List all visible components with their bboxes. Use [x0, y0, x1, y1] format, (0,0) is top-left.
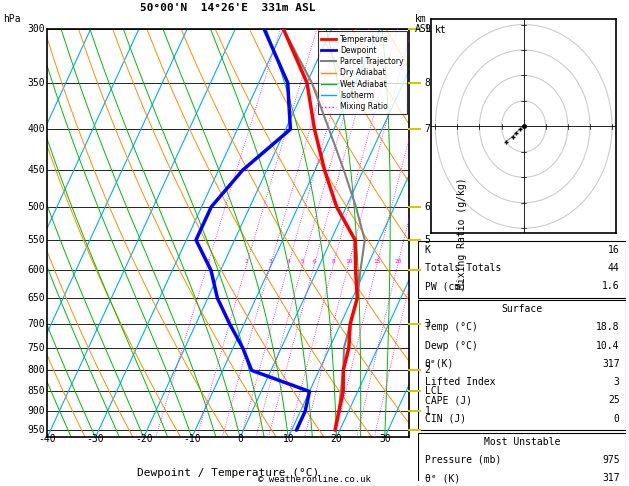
Text: 4: 4 [287, 260, 291, 264]
Text: Most Unstable: Most Unstable [484, 436, 560, 447]
Text: 30: 30 [379, 434, 391, 444]
Text: 6: 6 [425, 202, 430, 212]
Text: 850: 850 [28, 386, 45, 397]
Text: 700: 700 [28, 319, 45, 329]
Text: 18.8: 18.8 [596, 322, 620, 332]
Text: 317: 317 [602, 473, 620, 483]
Text: 10: 10 [282, 434, 294, 444]
Text: 20: 20 [394, 260, 401, 264]
Text: Dewp (°C): Dewp (°C) [425, 341, 477, 351]
Text: 5: 5 [425, 235, 430, 245]
Text: PW (cm): PW (cm) [425, 281, 465, 291]
Text: ·: · [505, 141, 507, 146]
Text: -20: -20 [135, 434, 152, 444]
Text: Mixing Ratio (g/kg): Mixing Ratio (g/kg) [457, 177, 467, 289]
Text: 8: 8 [331, 260, 335, 264]
Text: hPa: hPa [3, 14, 21, 24]
Text: kt: kt [435, 24, 447, 35]
Text: 500: 500 [28, 202, 45, 212]
Text: 8: 8 [425, 78, 430, 88]
Text: 1: 1 [206, 260, 209, 264]
Text: 975: 975 [602, 455, 620, 465]
Text: 5: 5 [301, 260, 304, 264]
Text: K: K [425, 244, 430, 255]
Text: Surface: Surface [501, 304, 543, 314]
Text: 3: 3 [269, 260, 272, 264]
Text: -40: -40 [38, 434, 56, 444]
Text: 44: 44 [608, 263, 620, 273]
Text: Lifted Index: Lifted Index [425, 377, 495, 387]
Text: © weatheronline.co.uk: © weatheronline.co.uk [258, 474, 371, 484]
Text: 7: 7 [425, 124, 430, 134]
Text: 400: 400 [28, 124, 45, 134]
Text: CAPE (J): CAPE (J) [425, 395, 472, 405]
Text: 20: 20 [331, 434, 342, 444]
Text: 317: 317 [602, 359, 620, 369]
Text: 3: 3 [425, 319, 430, 329]
Bar [418, 433, 626, 486]
Text: -10: -10 [183, 434, 201, 444]
Text: ·: · [515, 133, 517, 138]
Text: 800: 800 [28, 365, 45, 375]
Text: 10: 10 [345, 260, 352, 264]
Text: 1: 1 [425, 406, 430, 417]
Text: 750: 750 [28, 343, 45, 353]
Text: 950: 950 [28, 425, 45, 435]
Text: θᵉ (K): θᵉ (K) [425, 473, 460, 483]
Text: 1.6: 1.6 [602, 281, 620, 291]
Text: ·: · [520, 129, 521, 134]
Text: Temp (°C): Temp (°C) [425, 322, 477, 332]
Text: 450: 450 [28, 165, 45, 175]
Text: Pressure (mb): Pressure (mb) [425, 455, 501, 465]
Text: ·: · [512, 137, 513, 141]
Text: 50°00'N  14°26'E  331m ASL: 50°00'N 14°26'E 331m ASL [140, 3, 316, 13]
Text: km: km [415, 14, 427, 24]
Text: CIN (J): CIN (J) [425, 414, 465, 424]
Bar [418, 241, 626, 297]
Text: Totals Totals: Totals Totals [425, 263, 501, 273]
Text: 3: 3 [614, 377, 620, 387]
Text: 0: 0 [237, 434, 243, 444]
Text: 15: 15 [373, 260, 381, 264]
Text: 2: 2 [245, 260, 248, 264]
Text: 10.4: 10.4 [596, 341, 620, 351]
Text: Dewpoint / Temperature (°C): Dewpoint / Temperature (°C) [137, 468, 319, 478]
Text: 300: 300 [28, 24, 45, 34]
Text: 550: 550 [28, 235, 45, 245]
Text: 350: 350 [28, 78, 45, 88]
Text: -30: -30 [87, 434, 104, 444]
Text: 25: 25 [608, 395, 620, 405]
Bar [418, 300, 626, 430]
Text: ASL: ASL [415, 24, 433, 34]
Text: 0: 0 [614, 414, 620, 424]
Text: θᵉ(K): θᵉ(K) [425, 359, 454, 369]
Text: 6: 6 [313, 260, 316, 264]
Text: 16: 16 [608, 244, 620, 255]
Text: LCL: LCL [425, 386, 442, 397]
Text: 2: 2 [425, 365, 430, 375]
Text: 650: 650 [28, 293, 45, 303]
Legend: Temperature, Dewpoint, Parcel Trajectory, Dry Adiabat, Wet Adiabat, Isotherm, Mi: Temperature, Dewpoint, Parcel Trajectory… [318, 32, 406, 114]
Text: 9: 9 [425, 24, 430, 34]
Text: 900: 900 [28, 406, 45, 417]
Text: 600: 600 [28, 265, 45, 275]
